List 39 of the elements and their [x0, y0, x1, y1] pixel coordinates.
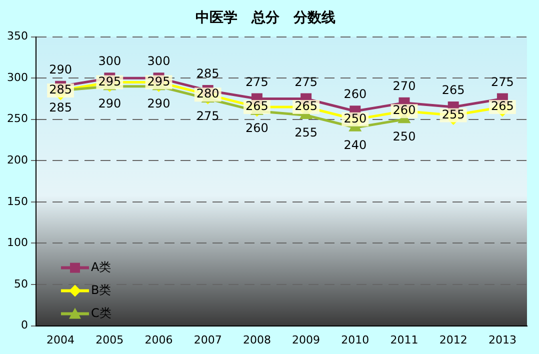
x-tick-label: 2007 — [194, 333, 222, 346]
data-label: 290 — [49, 62, 72, 76]
y-tick-label: 50 — [14, 277, 28, 290]
data-label: 300 — [98, 54, 122, 68]
x-tick-label: 2011 — [390, 333, 418, 346]
legend-label: A类 — [90, 260, 112, 274]
data-label: 300 — [147, 54, 170, 68]
x-tick-label: 2009 — [292, 333, 320, 346]
y-tick-label: 0 — [20, 318, 28, 332]
x-tick-label: 2004 — [46, 333, 75, 346]
y-tick-label: 350 — [6, 30, 28, 43]
data-label: 275 — [490, 74, 514, 89]
x-tick-label: 2013 — [488, 333, 516, 346]
data-label: 260 — [344, 87, 367, 102]
x-tick-label: 2008 — [242, 333, 271, 346]
data-label: 285 — [49, 100, 72, 115]
y-tick-label: 300 — [6, 70, 28, 84]
data-label: 275 — [294, 74, 318, 89]
data-label: 275 — [245, 74, 268, 89]
y-tick-label: 150 — [6, 194, 28, 208]
data-label: 290 — [98, 96, 122, 110]
data-label: 290 — [147, 96, 170, 110]
x-tick-label: 2005 — [96, 333, 124, 346]
data-label: 250 — [392, 129, 416, 144]
x-tick-label: 2012 — [439, 333, 468, 346]
data-label: 260 — [245, 121, 268, 136]
x-tick-label: 2006 — [144, 333, 173, 346]
y-tick-label: 250 — [6, 112, 28, 126]
data-label: 265 — [442, 83, 465, 98]
legend-label: B类 — [90, 282, 112, 297]
data-label: 255 — [294, 125, 318, 140]
x-tick-label: 2010 — [341, 333, 370, 346]
chart-title: 中医学 总分 分数线 — [196, 10, 336, 26]
y-tick-label: 100 — [6, 236, 28, 250]
data-label: 285 — [196, 66, 220, 81]
data-label: 270 — [392, 78, 416, 93]
data-label: 240 — [344, 138, 367, 152]
y-tick-label: 200 — [6, 154, 28, 167]
legend-label: C类 — [90, 306, 112, 320]
